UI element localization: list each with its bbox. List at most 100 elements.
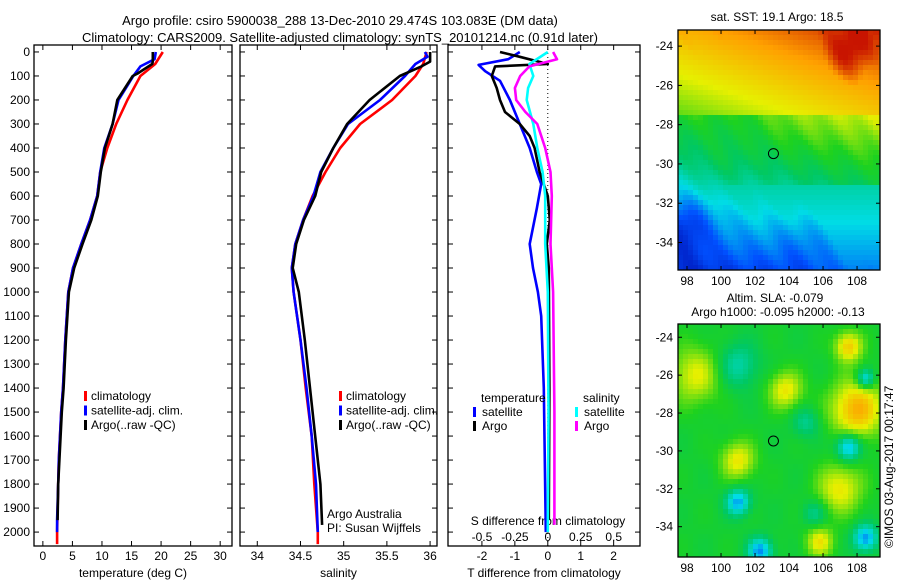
map-cell xyxy=(838,250,844,256)
map-cell xyxy=(748,479,754,485)
map-cell xyxy=(718,369,724,375)
map-cell xyxy=(778,85,784,91)
map-cell xyxy=(843,45,849,51)
map-cell xyxy=(753,195,759,201)
map-cell xyxy=(788,55,794,61)
map-cell xyxy=(858,369,864,375)
map-cell xyxy=(713,444,719,450)
map-cell xyxy=(778,344,784,350)
map-cell xyxy=(798,190,804,196)
map-cell xyxy=(683,140,689,146)
map-cell xyxy=(738,135,744,141)
x-tick-label: 35 xyxy=(337,549,351,563)
map-cell xyxy=(833,464,839,470)
map-cell xyxy=(788,170,794,176)
map-cell xyxy=(783,364,789,370)
map-cell xyxy=(863,95,869,101)
map-cell xyxy=(713,369,719,375)
map-cell xyxy=(873,250,879,256)
map-cell xyxy=(778,439,784,445)
map-cell xyxy=(863,459,869,465)
map-cell xyxy=(853,140,859,146)
map-cell xyxy=(693,384,699,390)
map-cell xyxy=(848,344,854,350)
map-cell xyxy=(708,479,714,485)
map-cell xyxy=(868,404,874,410)
map-cell xyxy=(793,110,799,116)
map-cell xyxy=(808,509,814,515)
map-cell xyxy=(793,364,799,370)
map-cell xyxy=(868,55,874,61)
map-cell xyxy=(843,125,849,131)
map-cell xyxy=(803,509,809,515)
map-cell xyxy=(698,464,704,470)
map-cell xyxy=(753,324,759,330)
map-cell xyxy=(833,155,839,161)
map-cell xyxy=(733,354,739,360)
map-cell xyxy=(803,369,809,375)
map-cell xyxy=(813,165,819,171)
map-cell xyxy=(813,105,819,111)
map-cell xyxy=(878,200,881,206)
map-cell xyxy=(798,329,804,335)
map-cell xyxy=(678,115,684,121)
map-cell xyxy=(793,205,799,211)
map-cell xyxy=(693,175,699,181)
map-cell xyxy=(873,90,879,96)
map-cell xyxy=(838,359,844,365)
map-cell xyxy=(818,45,824,51)
map-cell xyxy=(833,364,839,370)
map-cell xyxy=(833,514,839,520)
map-cell xyxy=(858,45,864,51)
map-cell xyxy=(788,499,794,505)
map-cell xyxy=(868,414,874,420)
map-cell xyxy=(783,80,789,86)
map-cell xyxy=(733,210,739,216)
map-cell xyxy=(738,394,744,400)
map-cell xyxy=(763,240,769,246)
map-cell xyxy=(793,399,799,405)
map-cell xyxy=(743,140,749,146)
map-cell xyxy=(743,250,749,256)
map-cell xyxy=(748,349,754,355)
map-cell xyxy=(738,454,744,460)
map-cell xyxy=(753,454,759,460)
map-cell xyxy=(873,469,879,475)
map-cell xyxy=(708,474,714,480)
map-cell xyxy=(778,120,784,126)
map-cell xyxy=(718,40,724,46)
map-cell xyxy=(728,40,734,46)
map-cell xyxy=(743,130,749,136)
map-cell xyxy=(818,225,824,231)
map-cell xyxy=(768,145,774,151)
map-cell xyxy=(763,165,769,171)
map-cell xyxy=(838,334,844,340)
lon-tick-label: 106 xyxy=(813,561,833,575)
map-cell xyxy=(868,50,874,56)
map-cell xyxy=(743,200,749,206)
map-cell xyxy=(798,75,804,81)
map-cell xyxy=(713,235,719,241)
map-cell xyxy=(803,150,809,156)
map-cell xyxy=(733,35,739,41)
map-cell xyxy=(733,170,739,176)
map-cell xyxy=(748,160,754,166)
map-cell xyxy=(708,434,714,440)
map-cell xyxy=(763,30,769,36)
map-cell xyxy=(768,255,774,261)
map-cell xyxy=(683,185,689,191)
map-cell xyxy=(688,105,694,111)
map-cell xyxy=(718,349,724,355)
map-cell xyxy=(678,394,684,400)
map-cell xyxy=(828,220,834,226)
map-cell xyxy=(813,519,819,525)
map-cell xyxy=(778,329,784,335)
map-cell xyxy=(793,514,799,520)
x-tick-label: 2 xyxy=(610,549,617,563)
map-cell xyxy=(718,130,724,136)
map-cell xyxy=(748,30,754,36)
map-cell xyxy=(833,324,839,330)
figure-title-line2: Climatology: CARS2009. Satellite-adjuste… xyxy=(82,30,598,45)
map-cell xyxy=(708,424,714,430)
map-cell xyxy=(763,155,769,161)
